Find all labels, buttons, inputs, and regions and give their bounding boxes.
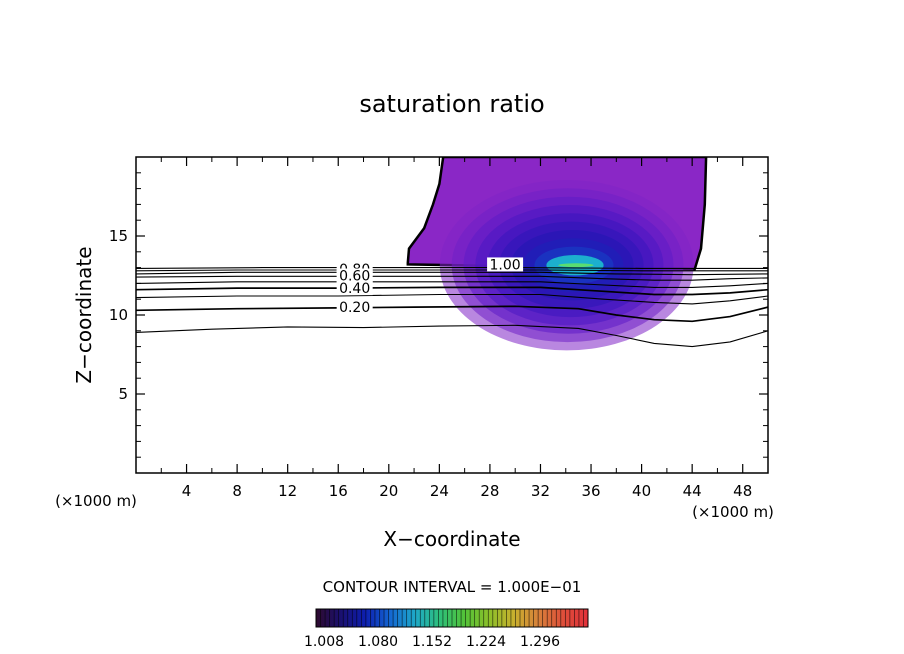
x-axis-ticks: 4 8 12 16 20 24 28 32 36 40 44 48 xyxy=(160,157,752,500)
contour-line-0.9 xyxy=(136,267,768,269)
x-unit-right: (×1000 m) xyxy=(692,503,774,521)
x-tick-label: 16 xyxy=(329,482,348,500)
contour-line-0.1 xyxy=(136,324,768,348)
contour-label-0.60: 0.60 xyxy=(339,269,370,285)
colorbar-tick-label: 1.008 xyxy=(304,634,344,650)
contour-line-0.6 xyxy=(136,275,768,281)
x-tick-label: 12 xyxy=(278,482,297,500)
colorbar-tick-labels: 1.008 1.080 1.152 1.224 1.296 xyxy=(304,634,560,650)
y-axis-label: Z−coordinate xyxy=(72,246,96,383)
contour-label-bg xyxy=(336,281,373,296)
contour-label-1.00: 1.00 xyxy=(490,257,521,273)
contour-line-0.5 xyxy=(136,281,768,288)
y-tick-label: 15 xyxy=(109,227,128,245)
x-tick-label: 36 xyxy=(581,482,600,500)
y-tick-label: 10 xyxy=(109,306,128,324)
contour-line-0.8 xyxy=(136,269,768,272)
colorbar-tick-label: 1.152 xyxy=(412,634,452,650)
contour-label-0.40: 0.40 xyxy=(339,281,370,297)
contour-lines xyxy=(136,267,768,348)
contour-label-0.20: 0.20 xyxy=(339,300,370,316)
x-tick-label: 24 xyxy=(430,482,449,500)
x-tick-label: 8 xyxy=(232,482,242,500)
colorbar-tick-label: 1.296 xyxy=(520,634,560,650)
colorbar xyxy=(315,608,589,628)
colorbar-tick-label: 1.224 xyxy=(466,634,506,650)
contour-label-bg xyxy=(336,268,373,283)
y-axis-ticks: 5 10 15 xyxy=(109,172,768,458)
contour-line-0.4 xyxy=(136,286,768,296)
colorbar-tick-label: 1.080 xyxy=(358,634,398,650)
x-tick-label: 32 xyxy=(531,482,550,500)
contour-label-bg xyxy=(336,300,373,315)
contour-label-bg xyxy=(487,257,524,272)
contour-interval-note: CONTOUR INTERVAL = 1.000E−01 xyxy=(323,578,582,596)
x-axis-label: X−coordinate xyxy=(383,527,520,551)
contour-line-0.2 xyxy=(136,305,768,323)
x-tick-label: 20 xyxy=(379,482,398,500)
x-unit-left: (×1000 m) xyxy=(55,492,137,510)
x-tick-label: 44 xyxy=(683,482,702,500)
x-tick-label: 28 xyxy=(480,482,499,500)
y-tick-label: 5 xyxy=(118,385,128,403)
contour-line-0.7 xyxy=(136,271,768,276)
x-tick-label: 40 xyxy=(632,482,651,500)
x-tick-label: 4 xyxy=(182,482,192,500)
contour-line-0.3 xyxy=(136,293,768,305)
saturation-color-bands xyxy=(439,180,694,351)
contour-labels: 0.800.600.400.201.00 xyxy=(336,257,524,316)
x-tick-label: 48 xyxy=(733,482,752,500)
chart-title: saturation ratio xyxy=(359,90,544,118)
plot-area xyxy=(136,157,768,351)
color-band-11 xyxy=(558,263,594,268)
